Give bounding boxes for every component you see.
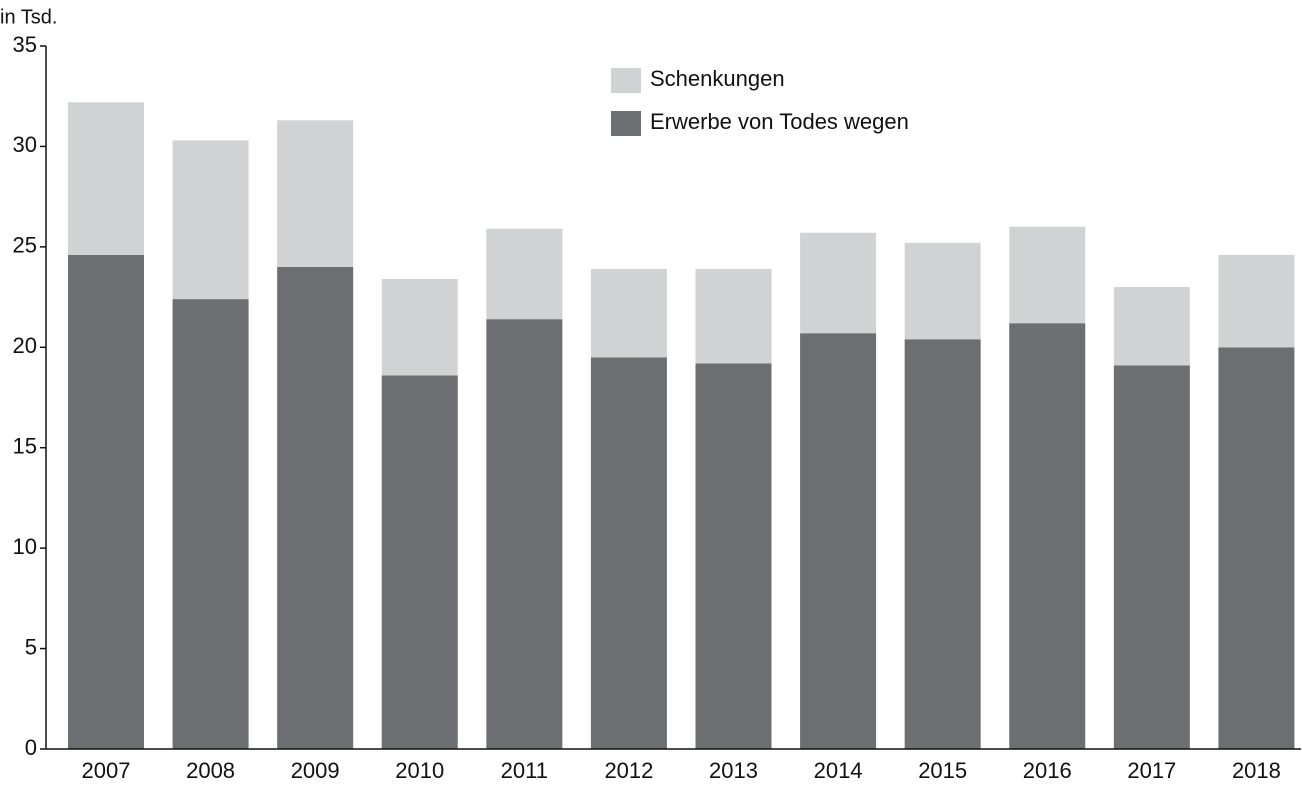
bar-segment (68, 254, 144, 750)
bar-segment (1009, 226, 1086, 324)
bar-segment (277, 266, 354, 749)
y-tick-label: 30 (13, 132, 37, 157)
bar-segment (1009, 323, 1086, 749)
y-tick-label: 35 (13, 32, 37, 57)
bar-segment (486, 228, 563, 320)
y-tick-label: 20 (13, 333, 37, 358)
x-tick-label: 2012 (604, 758, 653, 783)
bar-segment (1113, 365, 1190, 749)
bar-segment (486, 319, 563, 749)
x-tick-label: 2014 (814, 758, 863, 783)
bar-segment (381, 375, 458, 749)
bar-segment (68, 102, 144, 255)
x-tick-label: 2018 (1232, 758, 1281, 783)
bar-segment (904, 339, 981, 749)
bar-segment (590, 268, 667, 358)
bar-segment (904, 242, 981, 340)
y-tick-label: 10 (13, 534, 37, 559)
x-tick-label: 2009 (291, 758, 340, 783)
x-tick-label: 2016 (1023, 758, 1072, 783)
bar-segment (800, 333, 877, 749)
bar-segment (1218, 347, 1295, 749)
y-tick-label: 0 (25, 735, 37, 760)
bar-segment (277, 120, 354, 267)
x-tick-label: 2007 (82, 758, 131, 783)
x-tick-label: 2010 (395, 758, 444, 783)
y-tick-label: 5 (25, 634, 37, 659)
bar-segment (590, 357, 667, 749)
bar-segment (695, 268, 772, 364)
y-tick-label: 25 (13, 233, 37, 258)
bar-segment (800, 232, 877, 334)
legend-swatch (611, 111, 641, 136)
x-tick-label: 2011 (501, 758, 548, 783)
x-tick-label: 2013 (709, 758, 758, 783)
legend-swatch (611, 68, 641, 93)
x-tick-label: 2017 (1127, 758, 1176, 783)
x-tick-label: 2015 (918, 758, 967, 783)
legend-label: Schenkungen (650, 66, 785, 91)
x-tick-label: 2008 (186, 758, 235, 783)
bar-segment (172, 140, 249, 300)
y-unit-label: in Tsd. (0, 6, 57, 28)
legend-label: Erwerbe von Todes wegen (650, 109, 909, 134)
bar-segment (172, 299, 249, 749)
bar-segment (381, 278, 458, 376)
y-tick-label: 15 (13, 434, 37, 459)
bar-segment (1218, 254, 1295, 348)
bar-segment (695, 363, 772, 749)
bar-segment (1113, 287, 1190, 366)
